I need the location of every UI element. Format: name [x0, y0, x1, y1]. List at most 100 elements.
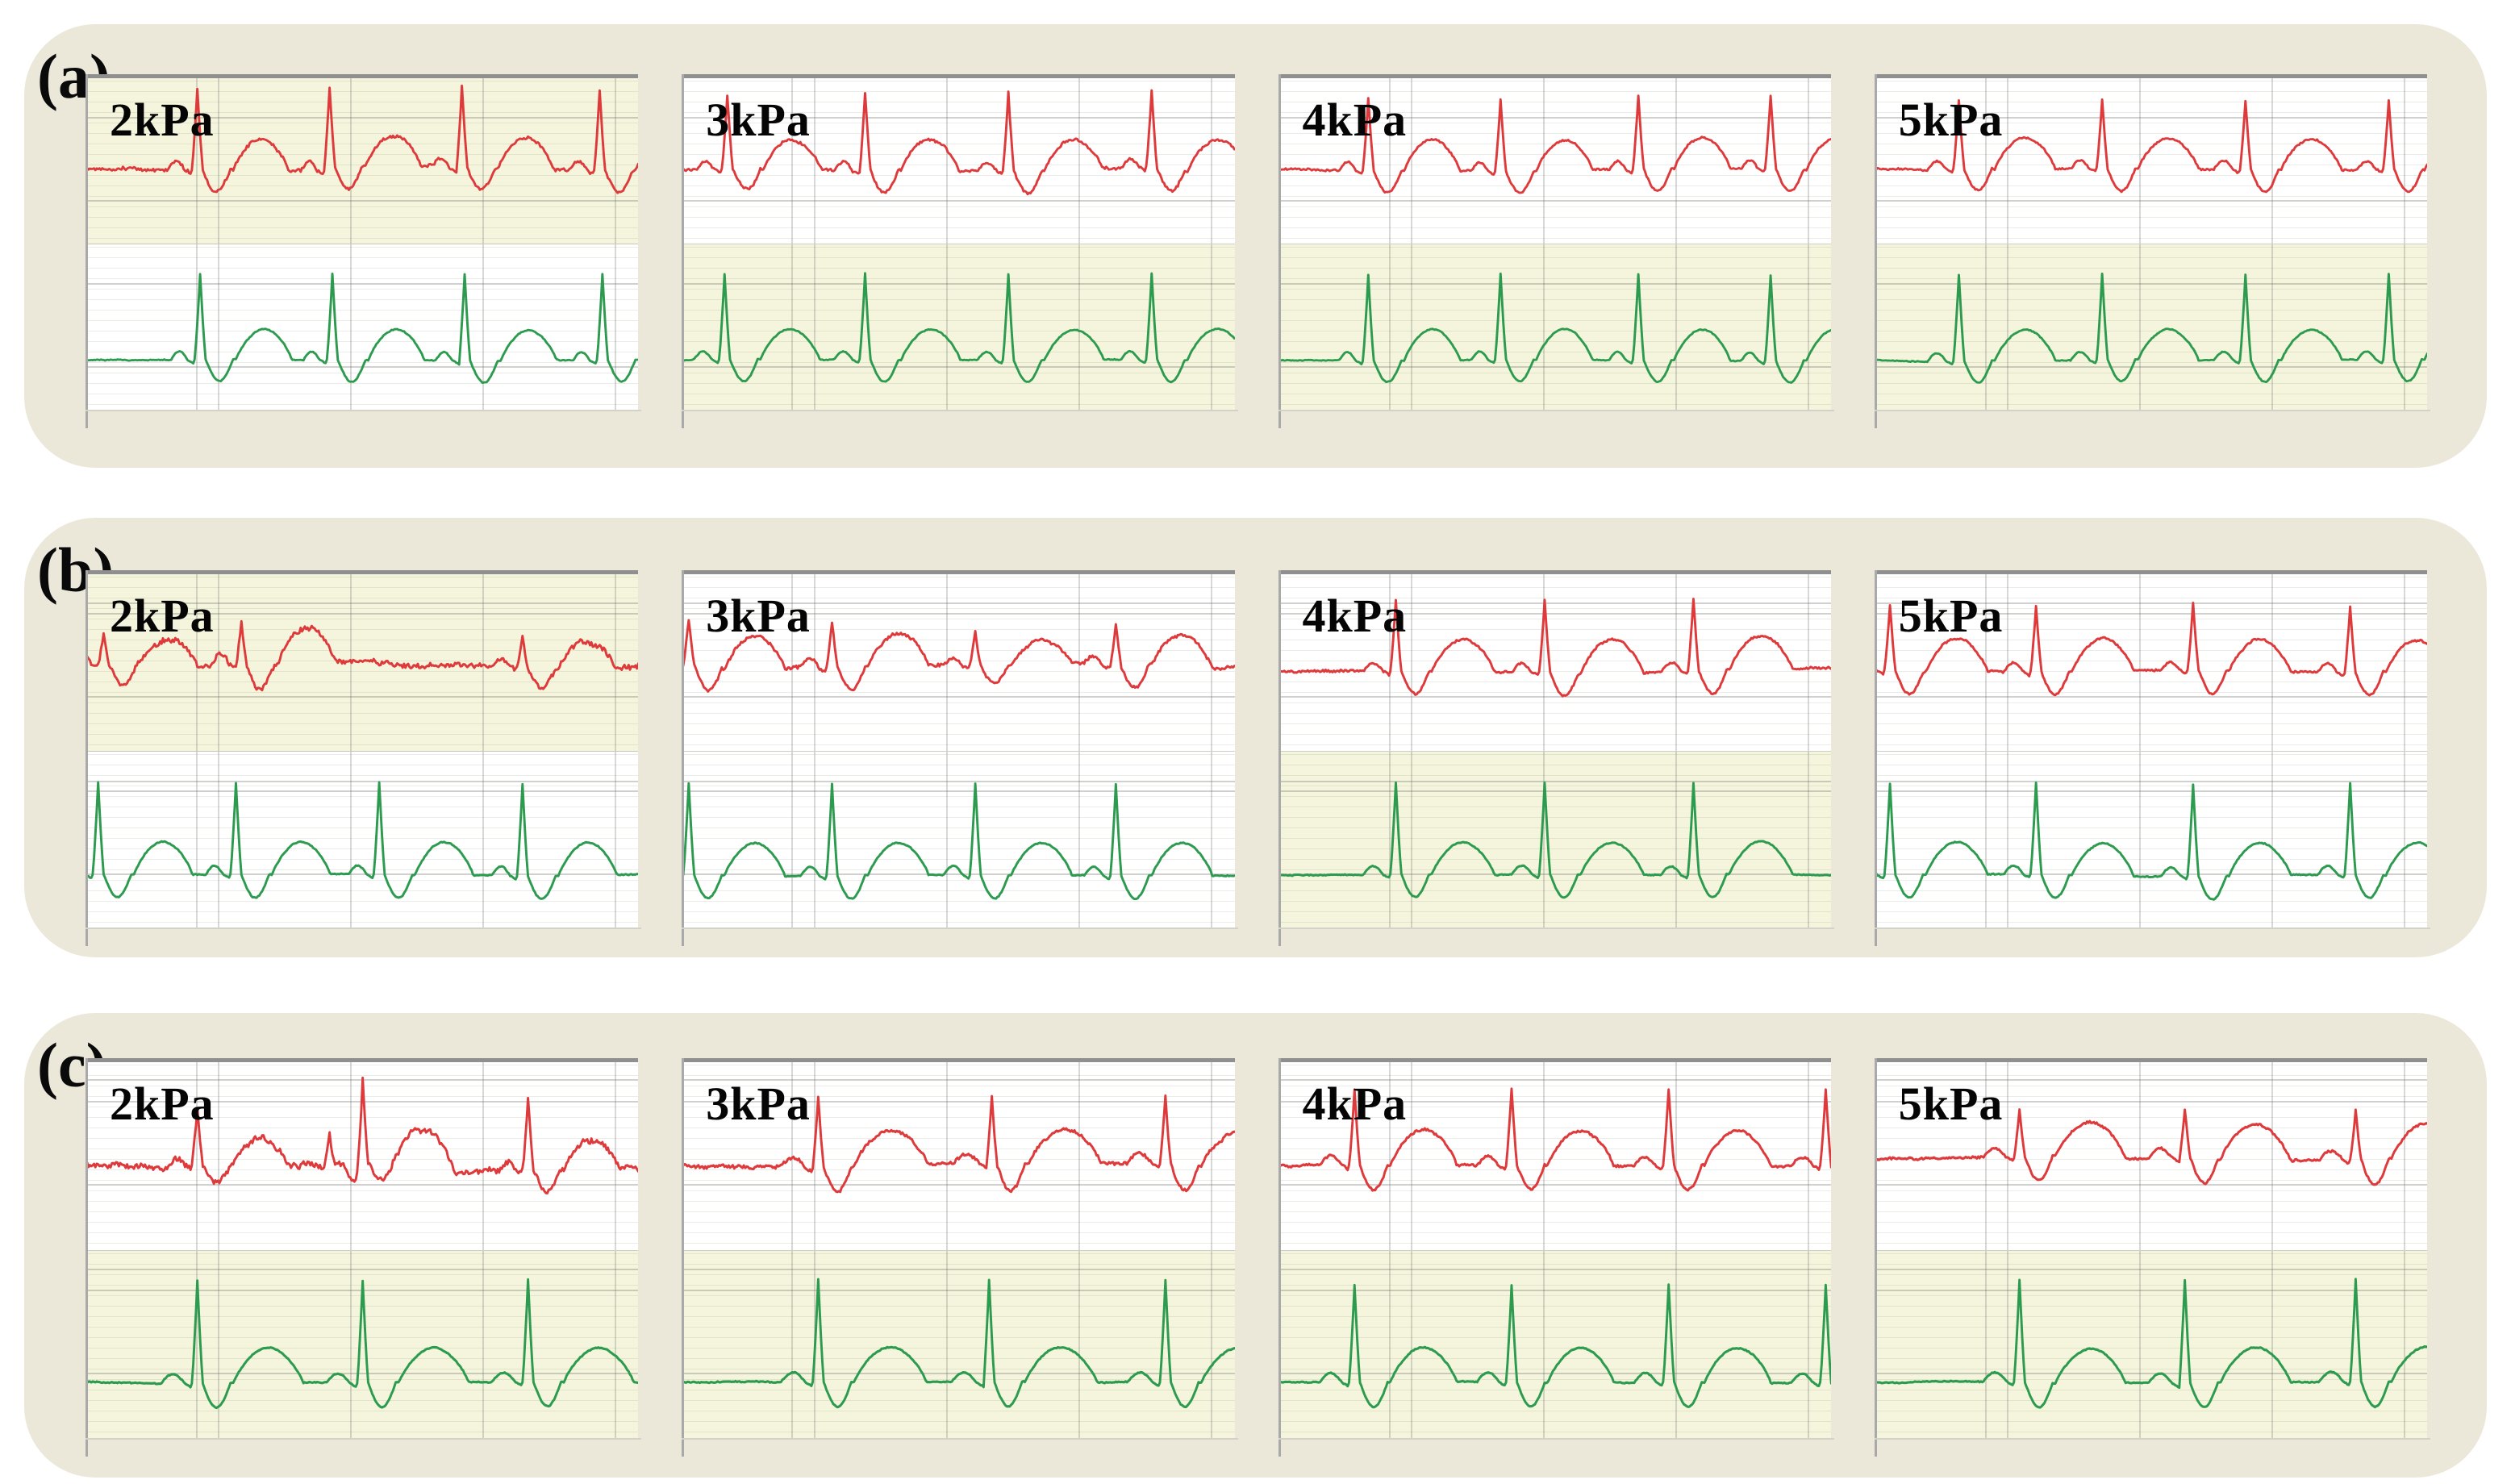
green-ecg-trace	[1875, 781, 2427, 901]
green-ecg-trace	[1279, 272, 1831, 384]
pressure-label: 4kPa	[1302, 590, 1408, 642]
panel-group: 2kPa 3kPa 4kPa 5kPa	[86, 570, 2430, 946]
green-ecg-strip	[683, 244, 1235, 410]
red-ecg-polyline	[1875, 98, 2427, 194]
red-ecg-trace	[683, 89, 1235, 196]
pressure-label: 3kPa	[706, 94, 811, 146]
red-ecg-polyline	[1279, 94, 1831, 194]
grid-lines	[1875, 751, 2427, 928]
x-axis-line	[1278, 410, 1834, 411]
x-axis-line	[1874, 410, 2430, 411]
red-ecg-trace	[1279, 1087, 1831, 1192]
pressure-label: 4kPa	[1302, 94, 1408, 146]
red-ecg-trace	[1875, 98, 2427, 194]
red-ecg-strip	[1279, 1062, 1831, 1251]
green-ecg-strip	[1279, 244, 1831, 410]
pressure-label: 5kPa	[1898, 590, 2004, 642]
ecg-panel: 5kPa	[1874, 1058, 2430, 1457]
red-ecg-trace	[1875, 1108, 2427, 1186]
green-ecg-polyline	[1875, 273, 2427, 384]
ecg-panel: 2kPa	[86, 74, 642, 428]
green-ecg-strip	[683, 751, 1235, 928]
panel-group: 2kPa 3kPa 4kPa 5kPa	[86, 74, 2430, 428]
green-ecg-trace	[87, 272, 639, 385]
red-ecg-trace	[87, 1076, 639, 1195]
grid-lines	[1279, 751, 1831, 928]
ecg-panel: 5kPa	[1874, 74, 2430, 428]
green-ecg-trace	[1875, 1277, 2427, 1409]
pressure-label: 5kPa	[1898, 1078, 2004, 1130]
figure-row-a: (a) 2kPa 3kPa 4kPa 5kPa	[24, 24, 2487, 468]
grid-lines	[683, 751, 1235, 928]
green-ecg-strip	[1875, 1250, 2427, 1438]
green-ecg-strip	[87, 751, 639, 928]
red-ecg-strip	[683, 1062, 1235, 1251]
ecg-panel: 3kPa	[682, 1058, 1238, 1457]
ecg-panel: 4kPa	[1278, 74, 1834, 428]
red-ecg-trace	[1279, 94, 1831, 194]
y-axis-line	[682, 570, 685, 946]
ecg-panel: 3kPa	[682, 74, 1238, 428]
green-ecg-trace	[683, 1278, 1235, 1408]
green-ecg-strip	[1279, 1250, 1831, 1438]
x-axis-line	[86, 410, 642, 411]
figure-row-b: (b) 2kPa 3kPa 4kPa 5kPa	[24, 518, 2487, 957]
y-axis-line	[1874, 570, 1877, 946]
grid-lines	[1875, 244, 2427, 410]
ecg-panel: 2kPa	[86, 1058, 642, 1457]
red-ecg-trace	[87, 619, 639, 692]
x-axis-line	[1874, 928, 2430, 929]
x-axis-line	[1278, 1438, 1834, 1440]
red-ecg-polyline	[1875, 601, 2427, 697]
green-ecg-strip	[87, 1250, 639, 1438]
x-axis-line	[86, 1438, 642, 1440]
y-axis-line	[1874, 74, 1877, 428]
x-axis-line	[682, 410, 1238, 411]
green-ecg-polyline	[87, 272, 639, 385]
pressure-label: 2kPa	[110, 1078, 215, 1130]
ecg-panel: 4kPa	[1278, 1058, 1834, 1457]
green-ecg-polyline	[87, 781, 639, 900]
green-ecg-polyline	[1279, 272, 1831, 384]
red-ecg-polyline	[683, 1094, 1235, 1194]
red-ecg-strip	[683, 78, 1235, 244]
red-ecg-polyline	[87, 619, 639, 692]
x-axis-line	[1278, 928, 1834, 929]
grid-lines	[1875, 1250, 2427, 1438]
red-ecg-trace	[1279, 598, 1831, 698]
y-axis-line	[86, 1058, 88, 1457]
red-ecg-polyline	[87, 84, 639, 194]
red-ecg-strip	[87, 574, 639, 752]
pressure-label: 3kPa	[706, 1078, 811, 1130]
green-ecg-trace	[1279, 1282, 1831, 1408]
red-ecg-strip	[87, 78, 639, 244]
green-ecg-strip	[1875, 244, 2427, 410]
green-ecg-strip	[683, 1250, 1235, 1438]
green-ecg-trace	[87, 781, 639, 900]
panel-group: 2kPa 3kPa 4kPa 5kPa	[86, 1058, 2430, 1457]
red-ecg-strip	[683, 574, 1235, 752]
pressure-label: 5kPa	[1898, 94, 2004, 146]
grid-lines	[1875, 78, 2427, 244]
red-ecg-strip	[87, 1062, 639, 1251]
y-axis-line	[86, 74, 88, 428]
red-ecg-polyline	[87, 1076, 639, 1195]
green-ecg-polyline	[683, 272, 1235, 384]
ecg-panel: 2kPa	[86, 570, 642, 946]
green-ecg-trace	[1279, 781, 1831, 898]
red-ecg-trace	[1875, 601, 2427, 697]
figure-row-c: (c) 2kPa 3kPa 4kPa 5kPa	[24, 1013, 2487, 1478]
y-axis-line	[682, 74, 685, 428]
red-ecg-trace	[683, 619, 1235, 693]
red-ecg-trace	[87, 84, 639, 194]
red-ecg-strip	[1279, 78, 1831, 244]
green-ecg-trace	[683, 782, 1235, 900]
grid-lines	[683, 78, 1235, 244]
red-ecg-polyline	[683, 619, 1235, 693]
green-ecg-trace	[1875, 273, 2427, 384]
x-axis-line	[682, 928, 1238, 929]
green-ecg-strip	[1875, 751, 2427, 928]
red-ecg-strip	[1875, 574, 2427, 752]
green-ecg-polyline	[683, 782, 1235, 900]
